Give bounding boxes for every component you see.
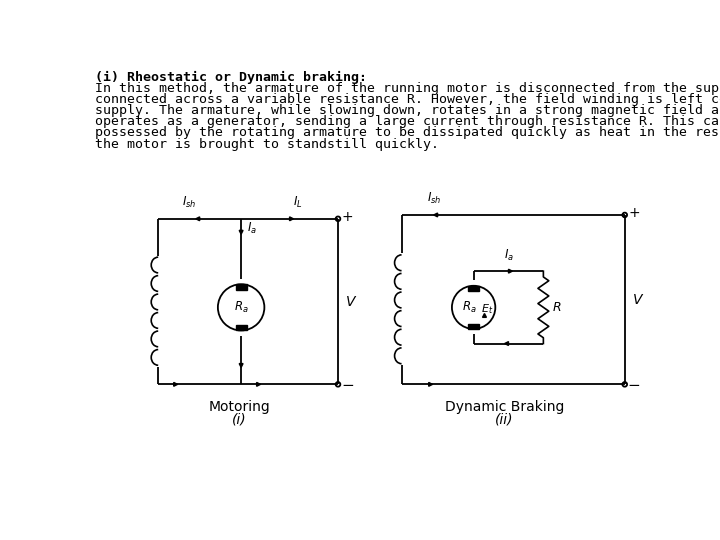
Text: Dynamic Braking: Dynamic Braking [445,400,564,414]
Polygon shape [239,363,243,367]
Text: V: V [632,293,642,307]
Polygon shape [433,213,438,217]
Polygon shape [256,382,261,386]
Bar [235,325,246,330]
Text: (ii): (ii) [495,412,514,426]
Text: Motoring: Motoring [208,400,270,414]
Text: $I_{sh}$: $I_{sh}$ [182,194,197,210]
Polygon shape [505,342,508,346]
Text: +: + [629,206,640,220]
Text: (i) Rheostatic or Dynamic braking:: (i) Rheostatic or Dynamic braking: [94,71,366,84]
Text: $E_t$: $E_t$ [481,302,493,316]
Bar [468,286,479,291]
Text: +: + [342,210,354,224]
Text: $I_a$: $I_a$ [503,247,513,262]
Polygon shape [428,382,433,386]
Bar [235,284,246,289]
Polygon shape [196,217,199,221]
Text: $I_L$: $I_L$ [292,194,302,210]
Text: $R_a$: $R_a$ [234,300,248,315]
Polygon shape [239,231,243,234]
Polygon shape [482,314,487,318]
Text: connected across a variable resistance R. However, the field winding is left con: connected across a variable resistance R… [94,93,720,106]
Text: (i): (i) [232,412,246,426]
Polygon shape [289,217,294,221]
Bar [468,323,479,329]
Text: −: − [341,379,354,393]
Text: supply. The armature, while slowing down, rotates in a strong magnetic field and: supply. The armature, while slowing down… [94,104,720,117]
Text: In this method, the armature of the running motor is disconnected from the suppl: In this method, the armature of the runn… [94,82,720,94]
Text: R: R [553,301,562,314]
Polygon shape [174,382,178,386]
Text: operates as a generator, sending a large current through resistance R. This caus: operates as a generator, sending a large… [94,115,720,128]
Text: $I_{sh}$: $I_{sh}$ [426,191,441,206]
Text: possessed by the rotating armature to be dissipated quickly as heat in the resis: possessed by the rotating armature to be… [94,126,720,139]
Text: $R_a$: $R_a$ [462,300,477,315]
Text: V: V [346,295,355,308]
Text: the motor is brought to standstill quickly.: the motor is brought to standstill quick… [94,138,438,151]
Polygon shape [508,269,513,273]
Text: $I_a$: $I_a$ [248,221,257,237]
Text: −: − [628,379,641,393]
